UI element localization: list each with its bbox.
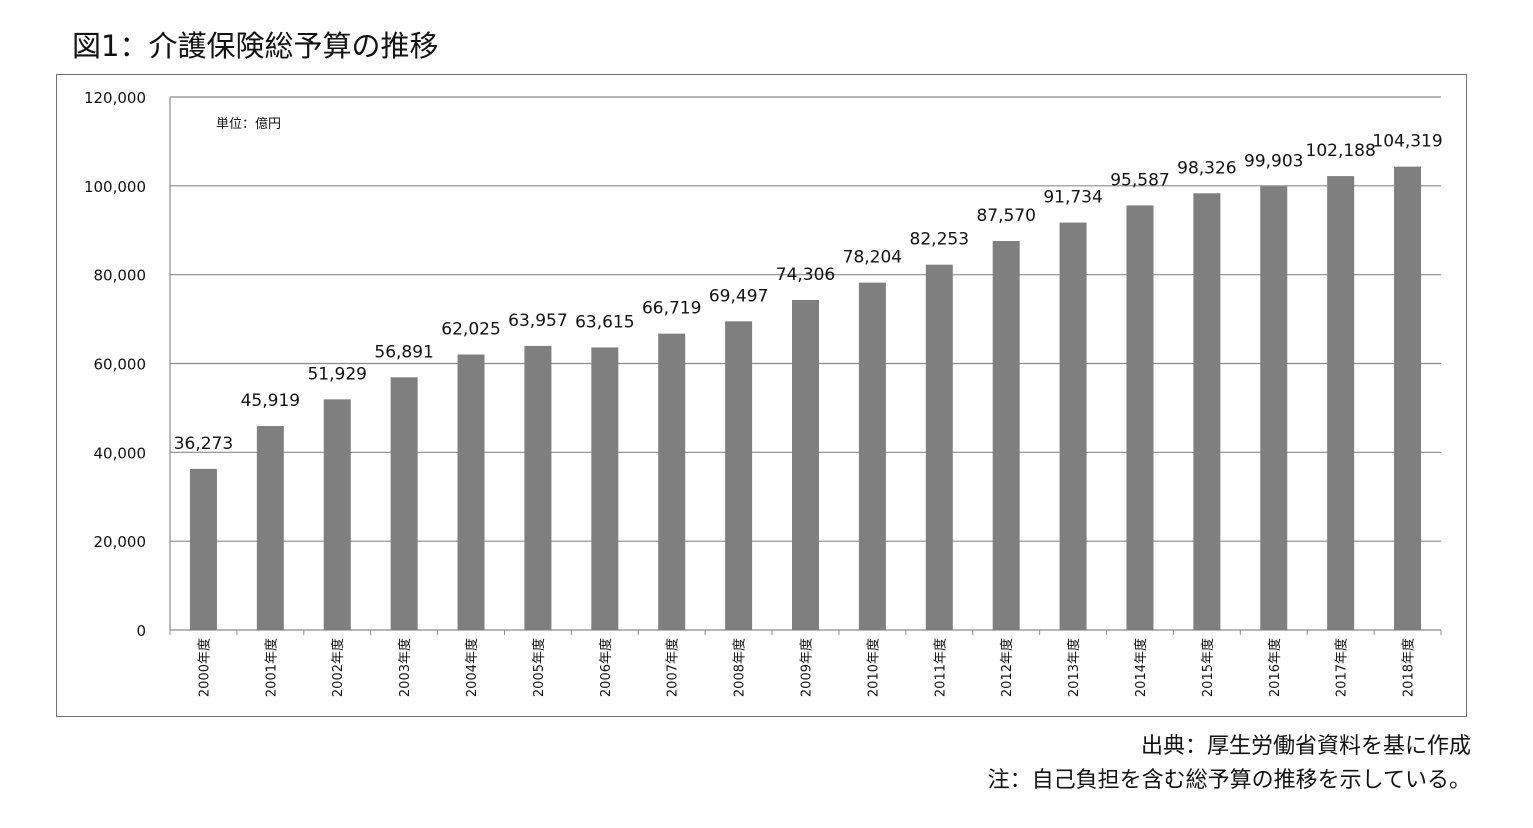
data-label: 82,253 (910, 230, 969, 250)
data-label: 74,306 (776, 265, 835, 285)
bar (323, 399, 351, 630)
x-tick-label: 2018年度 (1401, 638, 1417, 697)
x-tick-label: 2014年度 (1133, 638, 1149, 697)
bar (792, 299, 819, 630)
x-tick-label: 2011年度 (932, 638, 948, 697)
chart-title: 図1：介護保険総予算の推移 (72, 29, 439, 63)
bar (1193, 193, 1221, 630)
y-tick-label: 60,000 (94, 356, 147, 374)
data-label: 62,025 (441, 320, 500, 340)
x-tick-label: 2016年度 (1267, 638, 1283, 697)
bar (189, 468, 217, 630)
bar (1260, 186, 1288, 631)
x-tick-label: 2008年度 (732, 638, 748, 697)
data-label: 36,273 (174, 434, 233, 454)
data-label: 56,891 (374, 342, 433, 362)
x-tick-label: 2003年度 (397, 638, 413, 697)
data-label: 104,319 (1372, 132, 1442, 152)
y-tick-label: 80,000 (94, 267, 147, 285)
bar (1059, 222, 1087, 630)
x-tick-label: 2001年度 (263, 638, 279, 697)
bar (524, 345, 552, 630)
bar (725, 321, 753, 630)
x-tick-label: 2010年度 (865, 638, 881, 697)
data-label: 45,919 (241, 391, 300, 411)
chart-notes: 出典：厚生労働省資料を基に作成 注：自己負担を含む総予算の推移を示している。 (988, 730, 1471, 798)
bar (256, 426, 284, 630)
data-label: 69,497 (709, 286, 768, 306)
bar (457, 354, 485, 630)
data-label: 51,929 (307, 364, 366, 384)
data-label: 99,903 (1244, 151, 1303, 171)
unit-label: 単位：億円 (216, 116, 281, 132)
bar (658, 333, 686, 630)
y-tick-label: 100,000 (84, 178, 146, 196)
data-label: 95,587 (1110, 170, 1169, 190)
y-tick-label: 40,000 (94, 444, 147, 462)
x-tick-label: 2012年度 (999, 638, 1015, 697)
bar (591, 347, 619, 630)
data-label: 102,188 (1306, 141, 1376, 161)
data-label: 87,570 (976, 206, 1035, 226)
x-tick-label: 2007年度 (665, 638, 681, 697)
x-tick-label: 2004年度 (464, 638, 480, 697)
chart-frame (56, 74, 1467, 717)
bar (858, 282, 886, 630)
data-label: 63,957 (508, 311, 567, 331)
x-tick-label: 2015年度 (1200, 638, 1216, 697)
x-tick-label: 2017年度 (1334, 638, 1350, 697)
x-tick-label: 2009年度 (799, 638, 815, 697)
data-label: 98,326 (1177, 158, 1236, 178)
bar (390, 377, 418, 630)
bar (1327, 176, 1355, 630)
bar (1394, 166, 1422, 630)
data-label: 91,734 (1043, 188, 1102, 208)
bar (925, 264, 953, 630)
data-label: 78,204 (843, 248, 902, 268)
y-tick-label: 120,000 (84, 89, 146, 107)
x-tick-label: 2000年度 (196, 638, 212, 697)
y-tick-label: 20,000 (94, 533, 147, 551)
x-tick-label: 2005年度 (531, 638, 547, 697)
footnote: 注：自己負担を含む総予算の推移を示している。 (987, 768, 1471, 793)
source-note: 出典：厚生労働省資料を基に作成 (1140, 734, 1471, 759)
bar (992, 241, 1020, 630)
data-label: 66,719 (642, 299, 701, 319)
x-tick-label: 2013年度 (1066, 638, 1082, 697)
data-label: 63,615 (575, 312, 634, 332)
x-tick-label: 2002年度 (330, 638, 346, 697)
y-tick-label: 0 (136, 622, 146, 640)
bar (1126, 205, 1154, 631)
x-tick-label: 2006年度 (598, 638, 614, 697)
